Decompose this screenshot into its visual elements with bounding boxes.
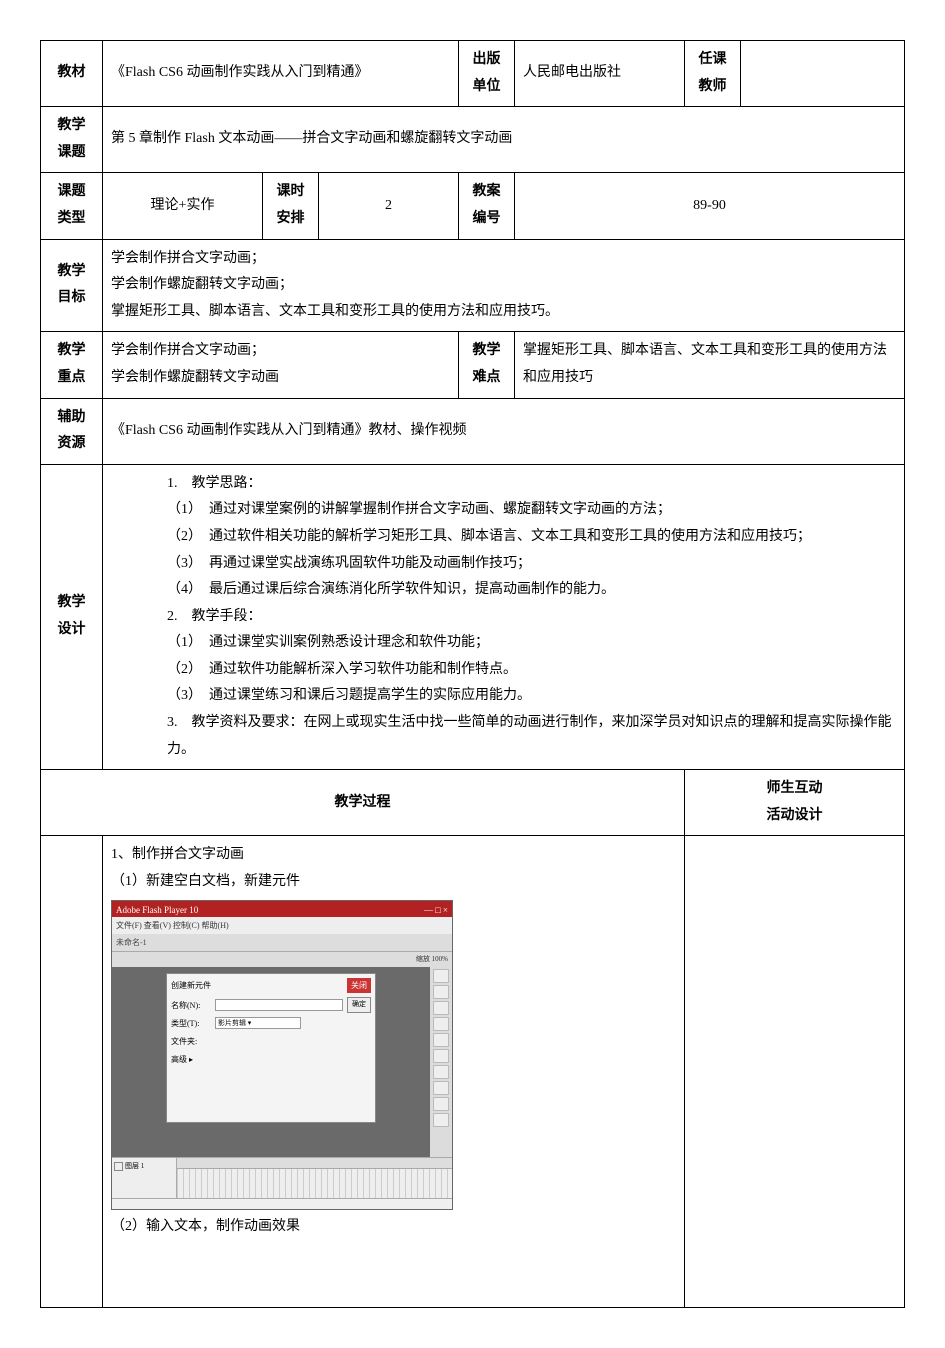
label-plan-no: 教案 编号 — [459, 173, 515, 239]
value-hours: 2 — [319, 173, 459, 239]
flash-stage: 创建新元件 关闭 名称(N): 确定 类型(T): 影片剪辑 ▾ — [112, 967, 430, 1157]
value-difficulty: 掌握矩形工具、脚本语言、文本工具和变形工具的使用方法和应用技巧 — [515, 332, 905, 398]
design-line: 1. 教学思路： — [167, 471, 896, 498]
key-line: 学会制作螺旋翻转文字动画 — [111, 365, 450, 392]
goal-line: 学会制作螺旋翻转文字动画； — [111, 272, 896, 299]
tool-icon — [433, 1113, 449, 1127]
value-aux: 《Flash CS6 动画制作实践从入门到精通》教材、操作视频 — [103, 398, 905, 464]
tool-icon — [433, 1017, 449, 1031]
table-row: 教学 设计 1. 教学思路： （1） 通过对课堂案例的讲解掌握制作拼合文字动画、… — [41, 464, 905, 770]
flash-screenshot: Adobe Flash Player 10 — □ × 文件(F) 查看(V) … — [111, 900, 453, 1211]
layer-name: 图层 1 — [125, 1160, 144, 1173]
value-teacher — [741, 41, 905, 107]
design-line: 3. 教学资料及要求：在网上或现实生活中找一些简单的动画进行制作，来加深学员对知… — [167, 710, 896, 763]
dialog-advanced: 高级 ▸ — [171, 1052, 193, 1067]
label-topic: 教学 课题 — [41, 107, 103, 173]
timeline-layers: 图层 1 — [112, 1158, 177, 1198]
key-line: 学会制作拼合文字动画； — [111, 338, 450, 365]
label-difficulty: 教学 难点 — [459, 332, 515, 398]
dialog-title: 创建新元件 — [171, 978, 211, 993]
process-body: 1、制作拼合文字动画 （1）新建空白文档，新建元件 Adobe Flash Pl… — [103, 836, 685, 1307]
flash-dialog: 创建新元件 关闭 名称(N): 确定 类型(T): 影片剪辑 ▾ — [166, 973, 376, 1123]
design-line: 2. 教学手段： — [167, 604, 896, 631]
flash-zoom: 缩放 100% — [112, 952, 452, 967]
dialog-type-select: 影片剪辑 ▾ — [215, 1017, 301, 1029]
design-line: （4） 最后通过课后综合演练消化所学软件知识，提高动画制作的能力。 — [167, 577, 896, 604]
tool-icon — [433, 1001, 449, 1015]
table-row: 课题 类型 理论+实作 课时 安排 2 教案 编号 89-90 — [41, 173, 905, 239]
dialog-name-label: 名称(N): — [171, 998, 211, 1013]
tool-icon — [433, 1033, 449, 1047]
tool-icon — [433, 1049, 449, 1063]
document-page: 教材 《Flash CS6 动画制作实践从入门到精通》 出版 单位 人民邮电出版… — [40, 40, 905, 1308]
tool-icon — [433, 1065, 449, 1079]
flash-timeline: 图层 1 — [112, 1157, 452, 1198]
label-keypoints: 教学 重点 — [41, 332, 103, 398]
label-hours: 课时 安排 — [263, 173, 319, 239]
label-topic-type: 课题 类型 — [41, 173, 103, 239]
dialog-folder-label: 文件夹: — [171, 1034, 211, 1049]
process-step-sub: （1）新建空白文档，新建元件 — [111, 869, 676, 896]
ok-button: 确定 — [347, 997, 371, 1012]
flash-tab: 未命名-1 — [112, 934, 452, 952]
value-plan-no: 89-90 — [515, 173, 905, 239]
value-publisher: 人民邮电出版社 — [515, 41, 685, 107]
layer-icon — [114, 1162, 123, 1171]
label-process: 教学过程 — [41, 770, 685, 836]
table-row: 教材 《Flash CS6 动画制作实践从入门到精通》 出版 单位 人民邮电出版… — [41, 41, 905, 107]
lesson-plan-table: 教材 《Flash CS6 动画制作实践从入门到精通》 出版 单位 人民邮电出版… — [40, 40, 905, 1308]
label-publisher: 出版 单位 — [459, 41, 515, 107]
window-controls-icon: — □ × — [424, 902, 448, 916]
value-goals: 学会制作拼合文字动画； 学会制作螺旋翻转文字动画； 掌握矩形工具、脚本语言、文本… — [103, 239, 905, 332]
value-topic: 第 5 章制作 Flash 文本动画——拼合文字动画和螺旋翻转文字动画 — [103, 107, 905, 173]
design-line: （2） 通过软件相关功能的解析学习矩形工具、脚本语言、文本工具和变形工具的使用方… — [167, 524, 896, 551]
label-aux: 辅助 资源 — [41, 398, 103, 464]
value-topic-type: 理论+实作 — [103, 173, 263, 239]
design-line: （1） 通过对课堂案例的讲解掌握制作拼合文字动画、螺旋翻转文字动画的方法； — [167, 497, 896, 524]
dialog-name-input — [215, 999, 343, 1011]
label-textbook: 教材 — [41, 41, 103, 107]
label-goals: 教学 目标 — [41, 239, 103, 332]
tool-icon — [433, 969, 449, 983]
tool-icon — [433, 1081, 449, 1095]
table-row: 辅助 资源 《Flash CS6 动画制作实践从入门到精通》教材、操作视频 — [41, 398, 905, 464]
design-line: （3） 再通过课堂实战演练巩固软件功能及动画制作技巧； — [167, 551, 896, 578]
flash-tool-panel — [430, 967, 452, 1157]
tool-icon — [433, 985, 449, 999]
table-row: 教学 目标 学会制作拼合文字动画； 学会制作螺旋翻转文字动画； 掌握矩形工具、脚… — [41, 239, 905, 332]
process-left-blank — [41, 836, 103, 1307]
timeline-ruler-header — [177, 1158, 452, 1169]
timeline-ruler — [177, 1158, 452, 1198]
tool-icon — [433, 1097, 449, 1111]
table-row: 教学过程 师生互动 活动设计 — [41, 770, 905, 836]
design-line: （1） 通过课堂实训案例熟悉设计理念和软件功能； — [167, 630, 896, 657]
flash-title-text: Adobe Flash Player 10 — [116, 902, 198, 916]
value-textbook: 《Flash CS6 动画制作实践从入门到精通》 — [103, 41, 459, 107]
close-icon: 关闭 — [347, 978, 371, 993]
dialog-type-label: 类型(T): — [171, 1016, 211, 1031]
flash-body: 创建新元件 关闭 名称(N): 确定 类型(T): 影片剪辑 ▾ — [112, 967, 452, 1157]
design-line: （2） 通过软件功能解析深入学习软件功能和制作特点。 — [167, 657, 896, 684]
goal-line: 掌握矩形工具、脚本语言、文本工具和变形工具的使用方法和应用技巧。 — [111, 299, 896, 326]
flash-menubar: 文件(F) 查看(V) 控制(C) 帮助(H) — [112, 917, 452, 934]
value-keypoints: 学会制作拼合文字动画； 学会制作螺旋翻转文字动画 — [103, 332, 459, 398]
value-design: 1. 教学思路： （1） 通过对课堂案例的讲解掌握制作拼合文字动画、螺旋翻转文字… — [103, 464, 905, 770]
table-row: 教学 重点 学会制作拼合文字动画； 学会制作螺旋翻转文字动画 教学 难点 掌握矩… — [41, 332, 905, 398]
flash-titlebar: Adobe Flash Player 10 — □ × — [112, 901, 452, 917]
label-design: 教学 设计 — [41, 464, 103, 770]
interaction-body — [685, 836, 905, 1307]
design-line: （3） 通过课堂练习和课后习题提高学生的实际应用能力。 — [167, 683, 896, 710]
process-step-title: 1、制作拼合文字动画 — [111, 842, 676, 869]
label-interaction: 师生互动 活动设计 — [685, 770, 905, 836]
label-teacher: 任课 教师 — [685, 41, 741, 107]
goal-line: 学会制作拼合文字动画； — [111, 246, 896, 273]
table-row: 教学 课题 第 5 章制作 Flash 文本动画——拼合文字动画和螺旋翻转文字动… — [41, 107, 905, 173]
table-row: 1、制作拼合文字动画 （1）新建空白文档，新建元件 Adobe Flash Pl… — [41, 836, 905, 1307]
process-step-sub: （2）输入文本，制作动画效果 — [111, 1214, 676, 1241]
flash-statusbar — [112, 1198, 452, 1209]
